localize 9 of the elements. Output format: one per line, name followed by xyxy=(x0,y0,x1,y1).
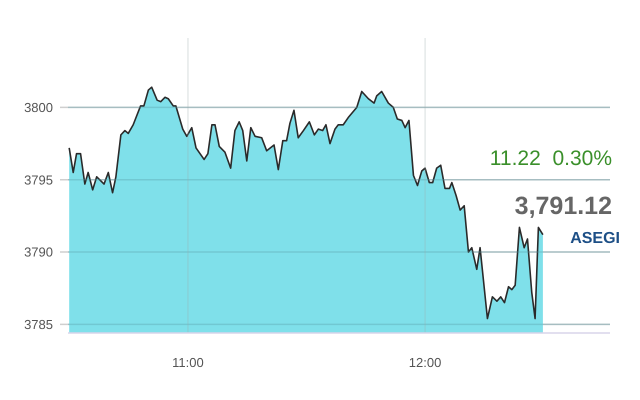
y-tick-label: 3795 xyxy=(24,172,53,188)
y-tick-label: 3800 xyxy=(24,100,53,115)
y-tick-label: 3785 xyxy=(24,316,53,332)
annotation: ASEGI xyxy=(570,230,620,247)
x-tick-label: 12:00 xyxy=(408,355,442,370)
y-tick-label: 3790 xyxy=(24,244,53,260)
annotation: 11.22 0.30% xyxy=(490,147,612,170)
x-tick-label: 11:00 xyxy=(172,355,204,370)
annotation: 3,791.12 xyxy=(514,192,612,220)
